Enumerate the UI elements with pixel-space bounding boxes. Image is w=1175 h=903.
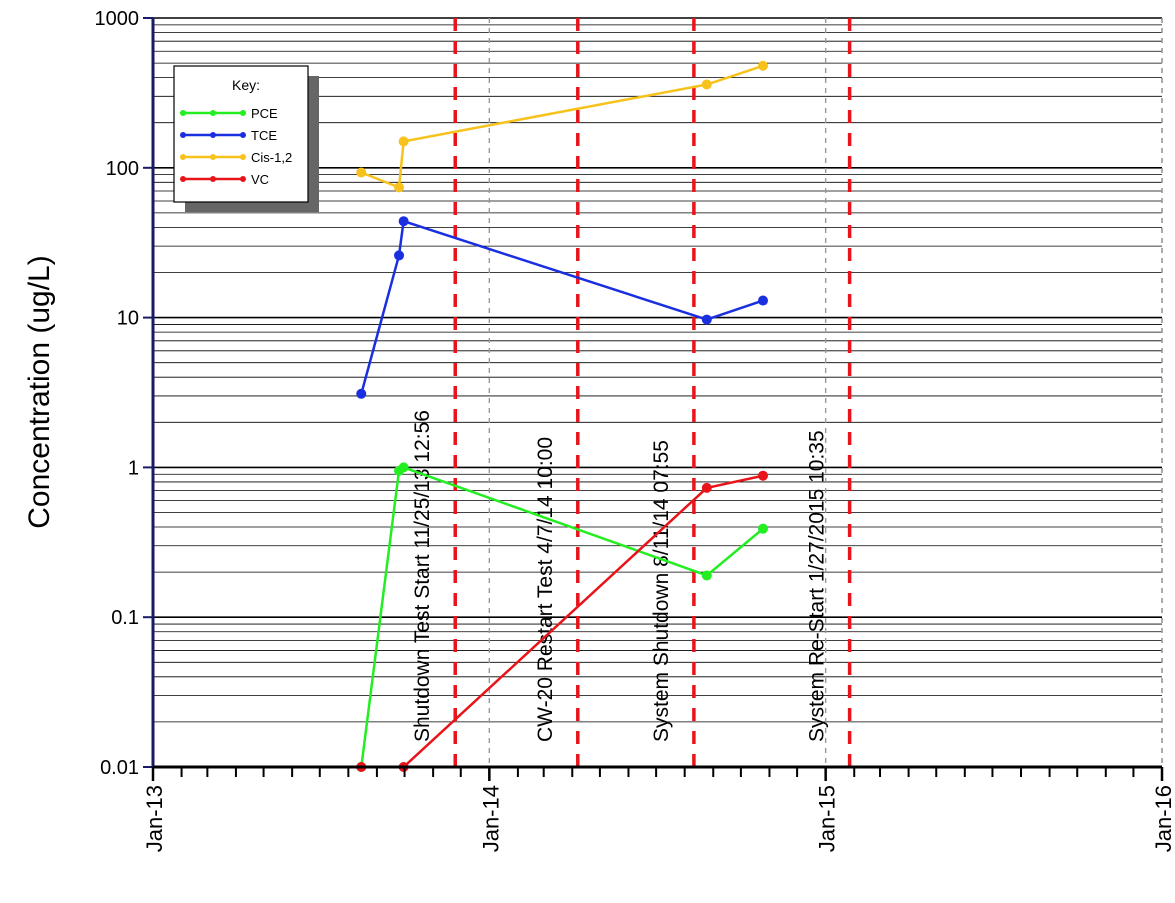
legend-marker: [210, 154, 216, 160]
y-tick-label: 0.01: [100, 757, 139, 779]
legend-label: Cis-1,2: [251, 150, 292, 165]
legend-marker: [180, 132, 186, 138]
data-point: [394, 250, 405, 261]
event-label: Shutdown Test Start 11/25/13 12:56: [411, 410, 434, 742]
data-point: [758, 295, 769, 306]
data-point: [398, 216, 409, 227]
data-point: [758, 470, 769, 481]
data-point: [398, 136, 409, 147]
legend: Key: PCE TCE Cis-1,2 VC: [173, 65, 319, 212]
legend-marker: [180, 154, 186, 160]
legend-marker: [240, 154, 246, 160]
legend-label: VC: [251, 172, 269, 187]
x-tick-label: Jan-14: [478, 785, 503, 852]
y-tick-label: 100: [106, 158, 139, 180]
data-point: [758, 523, 769, 534]
x-tick-label: Jan-15: [815, 785, 840, 852]
data-point: [356, 167, 367, 178]
data-point: [701, 79, 712, 90]
x-tick-label: Jan-13: [142, 785, 167, 852]
legend-marker: [210, 110, 216, 116]
event-label: System Shutdown 8/11/14 07:55: [650, 440, 673, 742]
series-line: [360, 219, 764, 395]
legend-marker: [180, 110, 186, 116]
data-point: [701, 314, 712, 325]
legend-marker: [180, 176, 186, 182]
legend-marker: [210, 132, 216, 138]
legend-label: PCE: [251, 106, 278, 121]
event-label: System Re-Start 1/27/2015 10:35: [806, 430, 829, 742]
data-point: [394, 182, 405, 193]
y-axis-title: Concentration (ug/L): [23, 255, 56, 529]
y-tick-label: 1000: [95, 8, 140, 30]
legend-marker: [210, 176, 216, 182]
x-tick-label: Jan-16: [1151, 785, 1175, 852]
legend-marker: [240, 110, 246, 116]
y-tick-label: 10: [117, 308, 139, 330]
gridlines: [153, 17, 1163, 768]
event-lines: Shutdown Test Start 11/25/13 12:56 CW-20 …: [411, 18, 852, 767]
data-point: [398, 462, 409, 473]
y-tick-label: 0.1: [111, 607, 139, 629]
legend-marker: [240, 132, 246, 138]
legend-label: TCE: [251, 128, 277, 143]
data-point: [758, 60, 769, 71]
data-point: [701, 482, 712, 493]
legend-marker: [240, 176, 246, 182]
legend-title: Key:: [232, 77, 260, 93]
event-label: CW-20 Restart Test 4/7/14 10:00: [534, 437, 557, 742]
data-point: [356, 388, 367, 399]
axes: 0.01 0.1 1 10 100 1000 Jan-13 Jan-14 Jan-15 Jan-1…: [23, 8, 1175, 852]
y-tick-label: 1: [128, 457, 139, 479]
data-point: [701, 570, 712, 581]
